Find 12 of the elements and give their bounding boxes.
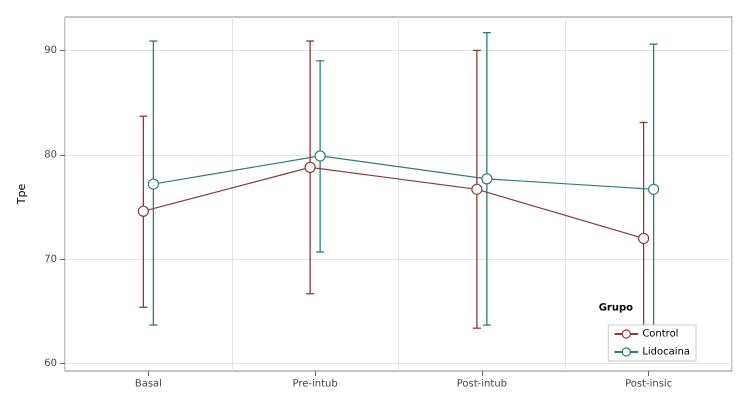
x-tick-label: Pre-intub [292,378,338,390]
y-axis-title: Tpe [15,184,28,206]
y-tick-label: 70 [44,254,57,265]
x-tick-label: Basal [134,378,162,390]
y-tick-label: 60 [44,358,57,370]
legend-label: Control [642,328,678,340]
x-tick-label: Post-intub [456,378,508,390]
x-tick-label: Post-insic [625,378,672,390]
y-tick-label: 90 [44,44,57,56]
legend-title: Grupo [598,302,634,314]
y-tick-label: 80 [44,149,57,160]
legend-label: Lidocaina [642,346,690,358]
